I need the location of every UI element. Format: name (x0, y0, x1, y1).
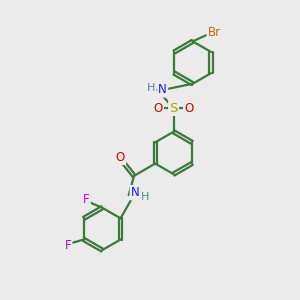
Text: Br: Br (208, 26, 221, 39)
Text: H: H (147, 83, 155, 94)
Text: N: N (158, 83, 167, 96)
Text: N: N (131, 186, 140, 199)
Text: O: O (154, 102, 163, 115)
Text: O: O (184, 102, 194, 115)
Text: H: H (141, 192, 149, 203)
Text: F: F (64, 239, 71, 253)
Text: F: F (83, 193, 90, 206)
Text: O: O (116, 151, 125, 164)
Text: S: S (169, 102, 178, 115)
